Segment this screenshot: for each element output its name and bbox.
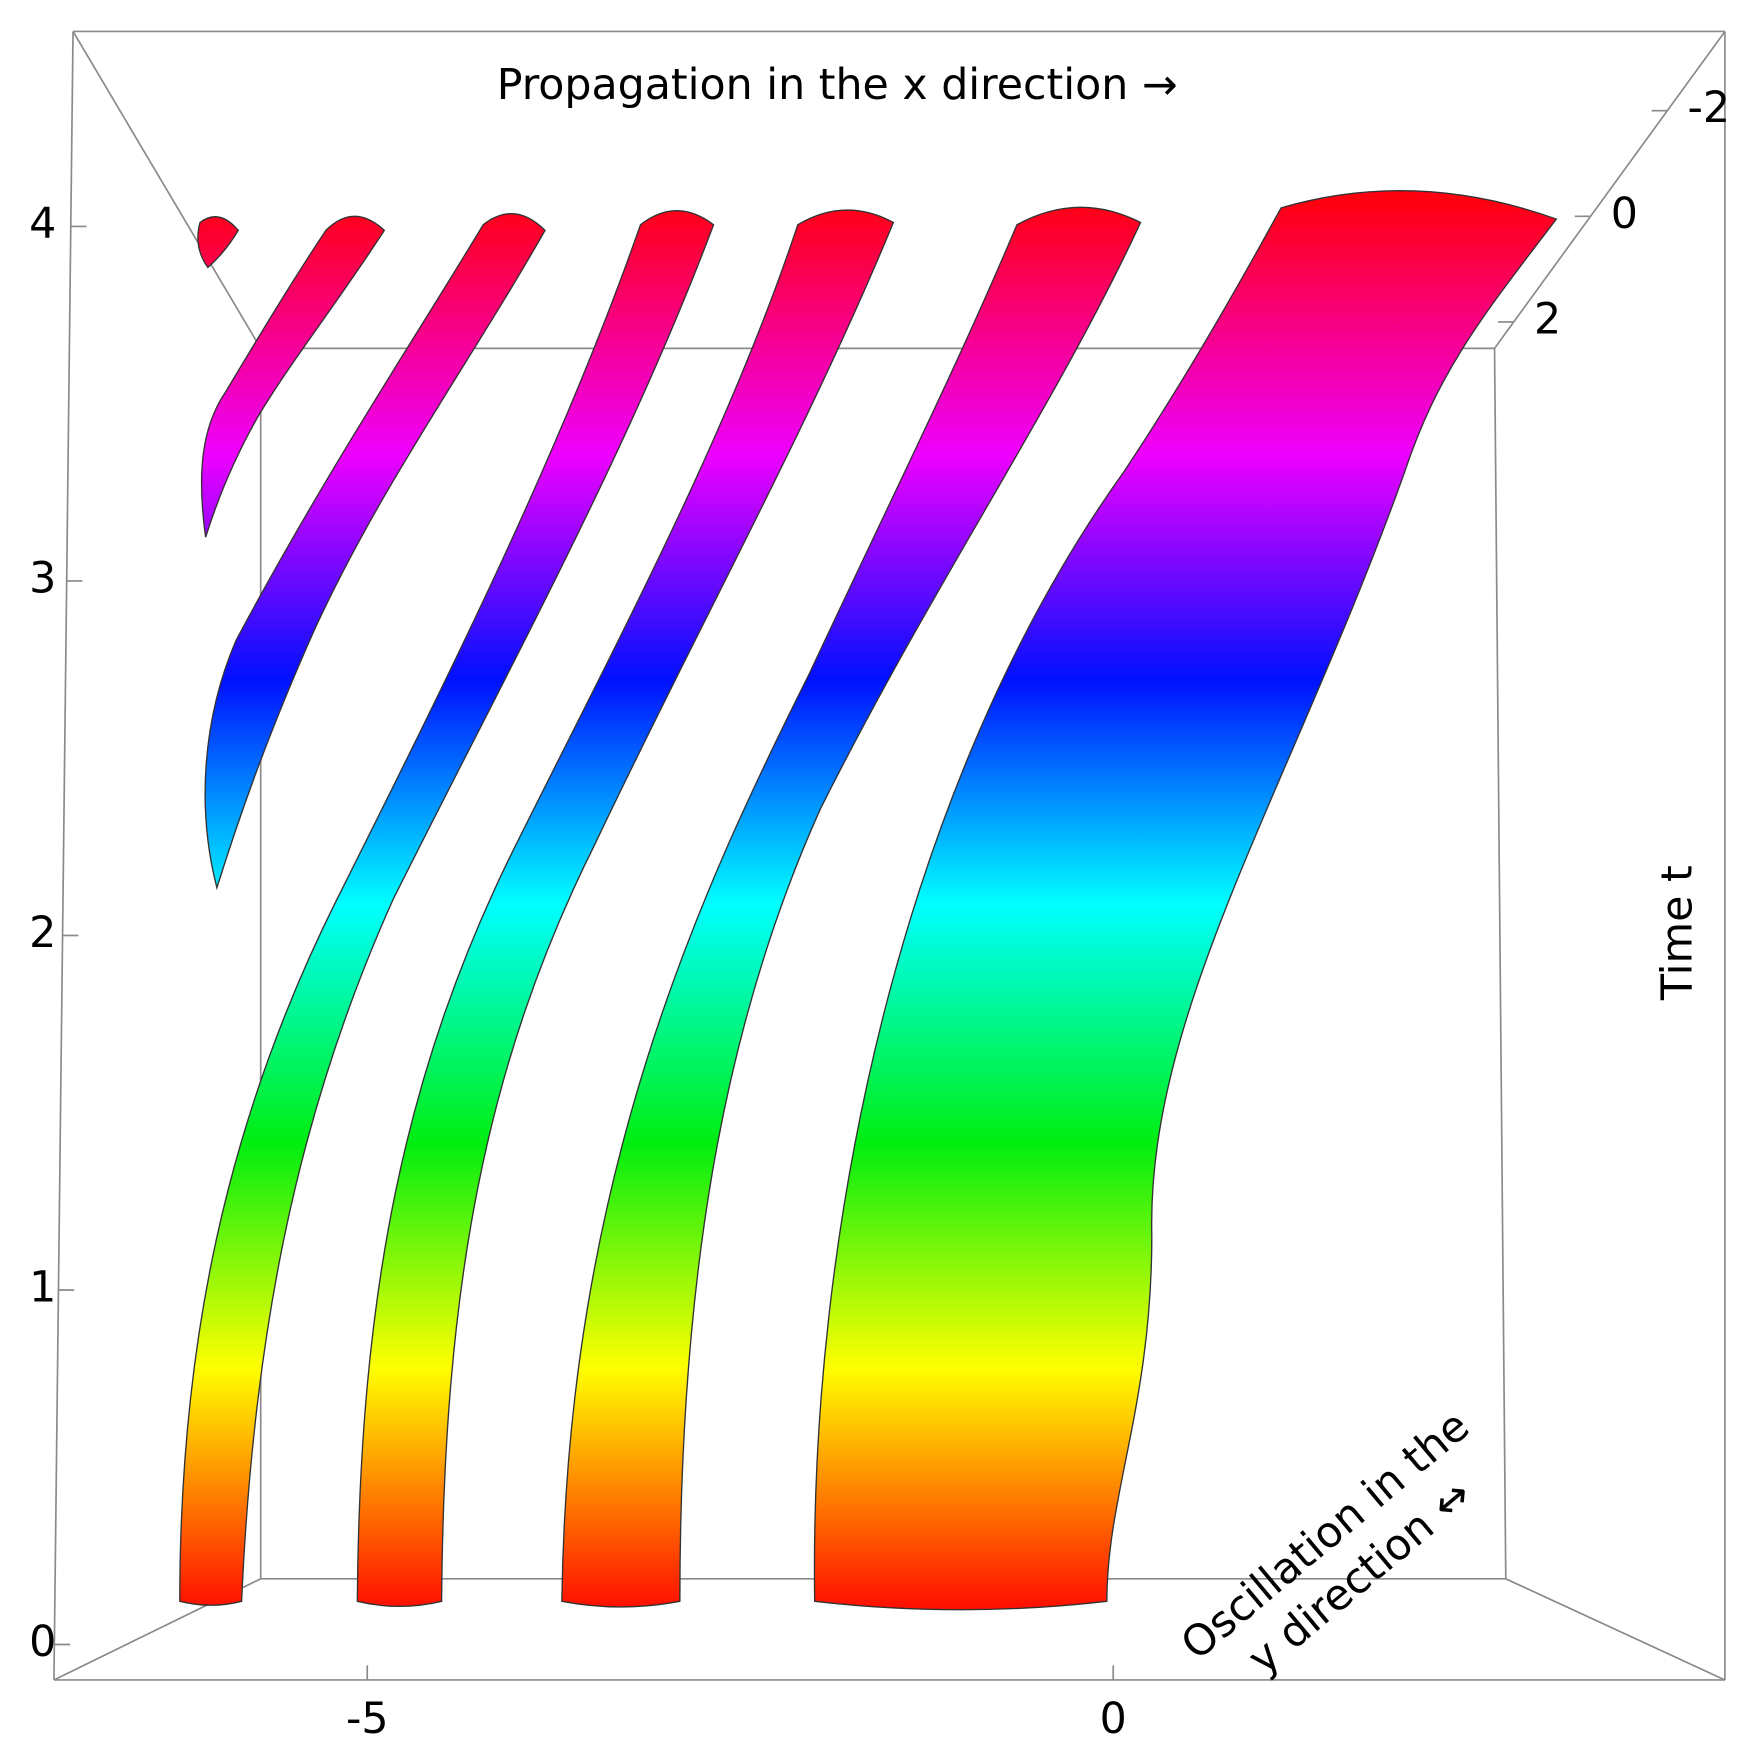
z-axis-label: Time t <box>1652 865 1702 1001</box>
chart-title: Propagation in the x direction → <box>497 60 1178 110</box>
y-tick-label: -2 <box>1688 83 1731 133</box>
z-tick-label: 3 <box>29 553 56 603</box>
x-tick-label: -5 <box>346 1694 389 1744</box>
box-front <box>53 30 1726 1681</box>
y-tick-label: 2 <box>1534 294 1561 344</box>
z-tick-label: 2 <box>29 908 56 958</box>
z-tick-label: 1 <box>29 1262 56 1312</box>
surface <box>179 190 1558 1611</box>
z-tick-label: 4 <box>29 199 56 249</box>
x-tick-label: 0 <box>1100 1694 1127 1744</box>
y-axis-label: Oscillation in the y direction ↔ <box>1172 1401 1482 1684</box>
z-tick-label: 0 <box>29 1617 56 1667</box>
y-tick-label: 0 <box>1611 189 1638 239</box>
